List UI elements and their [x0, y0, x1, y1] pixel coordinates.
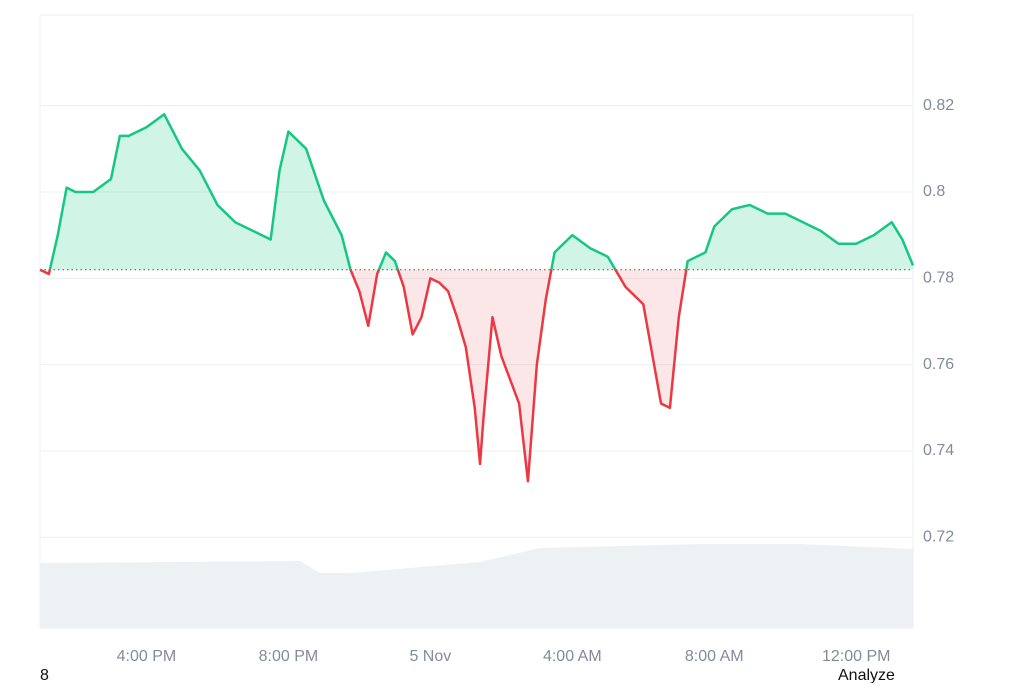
y-tick-label: 0.82	[923, 97, 954, 114]
x-tick-label: 5 Nov	[409, 648, 451, 665]
x-tick-label: 4:00 AM	[543, 648, 602, 665]
volume-background	[40, 544, 913, 628]
price-line	[39, 113, 915, 483]
area	[40, 114, 913, 482]
footer-left: 8	[40, 667, 49, 683]
x-tick-label: 12:00 PM	[822, 648, 890, 665]
footer-right[interactable]: Analyze	[838, 667, 895, 684]
y-tick-label: 0.74	[923, 442, 954, 459]
y-tick-label: 0.78	[923, 270, 954, 287]
y-tick-label: 0.72	[923, 529, 954, 546]
x-tick-label: 8:00 PM	[259, 648, 319, 665]
x-tick-label: 8:00 AM	[685, 648, 744, 665]
y-tick-label: 0.76	[923, 356, 954, 373]
x-tick-label: 4:00 PM	[117, 648, 177, 665]
y-tick-label: 0.8	[923, 183, 945, 200]
